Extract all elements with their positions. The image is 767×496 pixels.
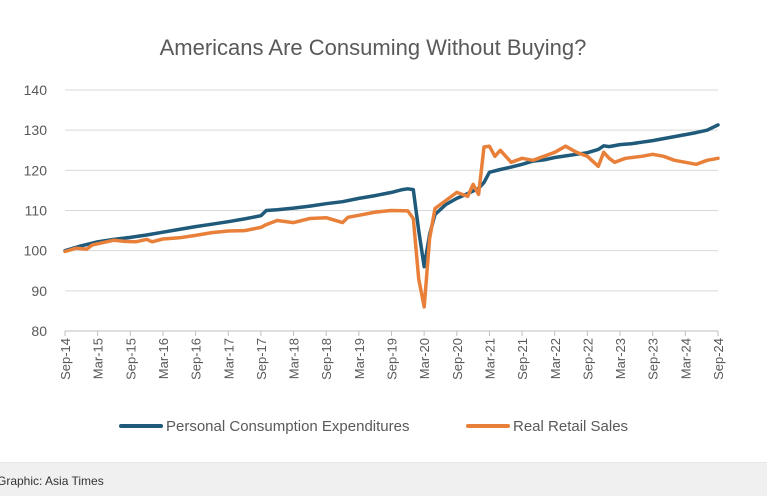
y-tick-label: 100 [24, 243, 48, 259]
y-tick-label: 110 [25, 203, 48, 219]
chart: Americans Are Consuming Without Buying? 8… [24, 35, 726, 435]
x-tick-label: Sep-24 [711, 338, 726, 380]
caption-bar: Graphic: Asia Times [0, 462, 767, 496]
legend-label-retail: Real Retail Sales [513, 418, 628, 435]
x-tick-label: Sep-20 [450, 338, 465, 380]
x-tick-label: Mar-23 [613, 338, 628, 379]
x-tick-label: Sep-15 [123, 338, 138, 380]
x-tick-label: Sep-22 [580, 338, 595, 380]
x-tick-label: Sep-21 [515, 338, 530, 380]
y-tick-label: 130 [24, 122, 48, 138]
x-tick-label: Sep-17 [254, 338, 269, 380]
line-chart-svg: Americans Are Consuming Without Buying? 8… [24, 35, 726, 435]
x-tick-label: Mar-15 [91, 338, 106, 379]
x-tick-label: Mar-17 [221, 338, 236, 379]
x-tick-label: Sep-19 [385, 338, 400, 380]
legend-label-pce: Personal Consumption Expenditures [166, 418, 409, 435]
x-tick-label: Sep-14 [58, 338, 73, 380]
chart-title: Americans Are Consuming Without Buying? [160, 35, 587, 60]
y-tick-label: 140 [24, 82, 48, 98]
y-tick-label: 120 [24, 162, 48, 178]
x-tick-label: Sep-18 [319, 338, 334, 380]
x-tick-label: Mar-20 [417, 338, 432, 379]
image-credit: Graphic: Asia Times [0, 474, 104, 488]
x-tick-label: Mar-18 [287, 338, 302, 379]
x-tick-label: Sep-23 [646, 338, 661, 380]
x-tick-label: Mar-24 [678, 338, 693, 379]
x-tick-label: Mar-16 [156, 338, 171, 379]
x-tick-label: Sep-16 [189, 338, 204, 380]
y-tick-label: 90 [31, 283, 47, 299]
x-tick-label: Mar-21 [482, 338, 497, 379]
x-tick-label: Mar-19 [352, 338, 367, 379]
series-line-pce [63, 123, 720, 269]
x-tick-label: Mar-22 [548, 338, 563, 379]
series-line-retail [63, 144, 720, 309]
y-tick-label: 80 [31, 323, 47, 339]
